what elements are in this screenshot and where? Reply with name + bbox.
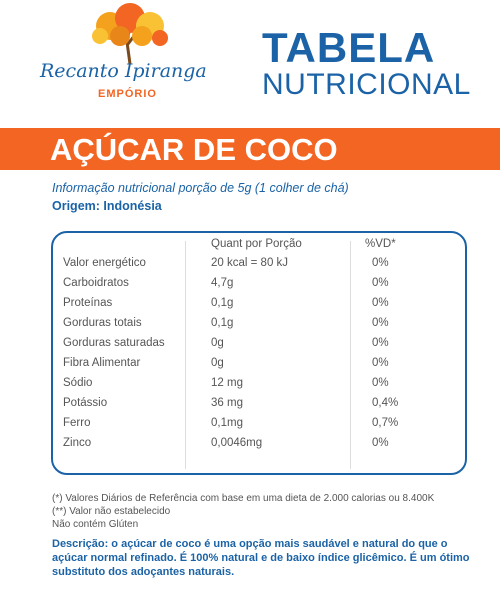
quantity: 36 mg xyxy=(211,397,243,409)
footnote: Não contém Glúten xyxy=(52,519,139,530)
daily-value: 0% xyxy=(372,377,389,389)
nutrient: Carboidratos xyxy=(63,277,129,289)
nutrient: Sódio xyxy=(63,377,93,389)
quantity: 20 kcal = 80 kJ xyxy=(211,257,289,269)
footnote: (*) Valores Diários de Referência com ba… xyxy=(52,493,435,504)
quantity: 4,7g xyxy=(211,277,234,289)
description: Descrição: o açúcar de coco é uma opção … xyxy=(52,538,470,578)
daily-value: 0,4% xyxy=(372,397,399,409)
daily-value: 0% xyxy=(372,357,389,369)
divider xyxy=(185,241,186,469)
nutrient: Ferro xyxy=(63,417,91,429)
serving: Informação nutricional porção de 5g (1 c… xyxy=(52,181,349,195)
quantity: 0g xyxy=(211,357,224,369)
daily-value: 0,7% xyxy=(372,417,399,429)
footnote: (**) Valor não estabelecido xyxy=(52,506,171,517)
header-dv: %VD* xyxy=(365,238,396,250)
daily-value: 0% xyxy=(372,277,389,289)
daily-value: 0% xyxy=(372,297,389,309)
logo-tree xyxy=(92,3,168,64)
divider xyxy=(350,241,351,469)
nutrient: Proteínas xyxy=(63,297,113,309)
nutrient: Gorduras totais xyxy=(63,317,142,329)
nutrient: Gorduras saturadas xyxy=(63,337,165,349)
subtitle: NUTRICIONAL xyxy=(262,68,471,101)
footnotes: (*) Valores Diários de Referência com ba… xyxy=(52,492,434,531)
quantity: 0,1mg xyxy=(211,417,243,429)
daily-value: 0% xyxy=(372,317,389,329)
nutrient: Valor energético xyxy=(63,257,146,269)
nutrient: Zinco xyxy=(63,437,92,449)
brand: Recanto Ipiranga xyxy=(40,60,207,82)
nutrient: Potássio xyxy=(63,397,108,409)
daily-value: 0% xyxy=(372,257,389,269)
title: TABELA xyxy=(262,24,436,71)
daily-value: 0% xyxy=(372,337,389,349)
header-quantity: Quant por Porção xyxy=(211,238,302,250)
quantity: 0g xyxy=(211,337,224,349)
quantity: 0,1g xyxy=(211,317,234,329)
quantity: 12 mg xyxy=(211,377,243,389)
daily-value: 0% xyxy=(372,437,389,449)
nutrition-table: Quant por Porção %VD* Valor energético 20… xyxy=(51,231,467,475)
nutrient: Fibra Alimentar xyxy=(63,357,141,369)
quantity: 0,1g xyxy=(211,297,234,309)
product-band xyxy=(0,128,500,170)
origin: Origem: Indonésia xyxy=(52,199,162,213)
quantity: 0,0046mg xyxy=(211,437,263,449)
subbrand: EMPÓRIO xyxy=(98,88,157,100)
product-name: AÇÚCAR DE COCO xyxy=(50,132,338,167)
